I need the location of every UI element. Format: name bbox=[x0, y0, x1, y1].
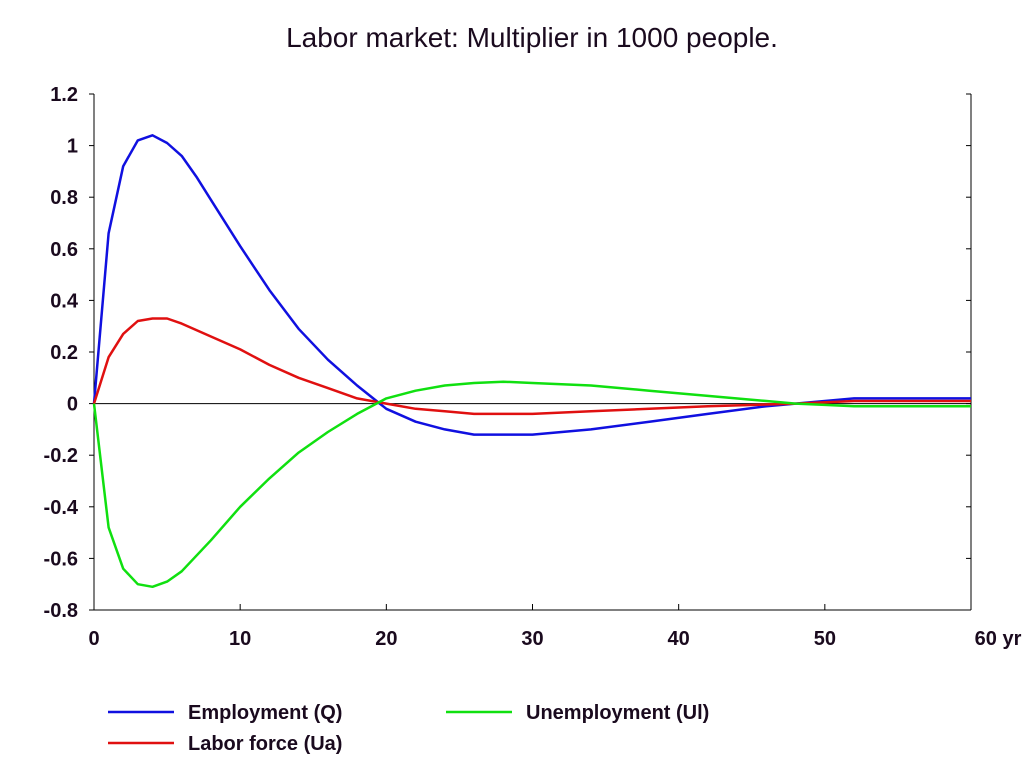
y-tick-label: 0.4 bbox=[50, 290, 79, 312]
series-layer bbox=[92, 134, 971, 589]
y-tick-label: -0.8 bbox=[44, 600, 78, 622]
y-tick-label: -0.4 bbox=[44, 497, 79, 519]
legend-label-1: Labor force (Ua) bbox=[188, 733, 342, 755]
x-tick-label: 50 bbox=[814, 628, 836, 650]
x-tick-label: 60 yr bbox=[975, 628, 1022, 650]
y-tick-label: 0 bbox=[67, 394, 78, 416]
series-line-1 bbox=[92, 317, 971, 416]
y-tick-label: 0.2 bbox=[50, 342, 78, 364]
axes: 1.2 1 0.8 0.6 0.4 0.2 0 -0.2 -0.4 -0.6 -0.8 0 10 20 30… bbox=[44, 84, 1022, 650]
chart-title: Labor market: Multiplier in 1000 people. bbox=[286, 22, 778, 53]
legend-label-2: Unemployment (Ul) bbox=[526, 702, 709, 724]
x-tick-label: 10 bbox=[229, 628, 251, 650]
series-line-2 bbox=[92, 380, 971, 589]
series-line-0 bbox=[92, 134, 971, 436]
y-tick-label: 1 bbox=[67, 136, 78, 158]
legend: Employment (Q) Labor force (Ua) Unemployme… bbox=[108, 702, 709, 755]
legend-label-0: Employment (Q) bbox=[188, 702, 342, 724]
y-tick-label: -0.6 bbox=[44, 548, 78, 570]
x-tick-label: 30 bbox=[521, 628, 543, 650]
y-tick-label: -0.2 bbox=[44, 445, 78, 467]
y-tick-label: 0.6 bbox=[50, 239, 78, 261]
x-tick-label: 20 bbox=[375, 628, 397, 650]
x-tick-label: 40 bbox=[668, 628, 690, 650]
y-tick-label: 0.8 bbox=[50, 187, 78, 209]
x-tick-label: 0 bbox=[88, 628, 99, 650]
y-tick-label: 1.2 bbox=[50, 84, 78, 106]
